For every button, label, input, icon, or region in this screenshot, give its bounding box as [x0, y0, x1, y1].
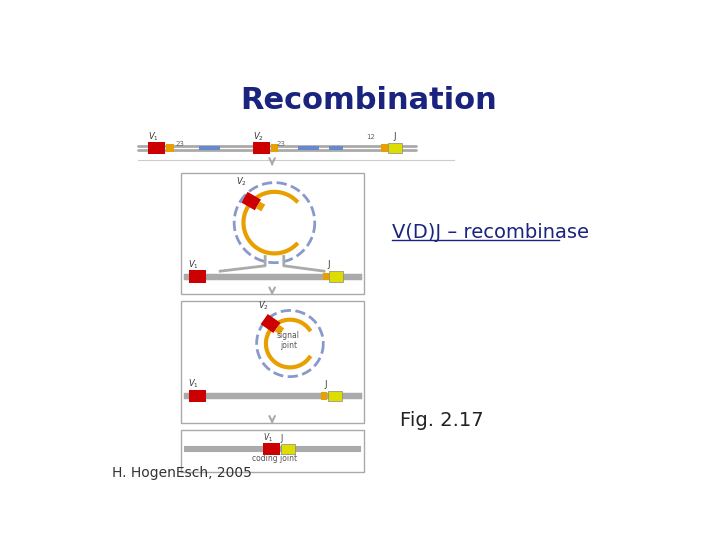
Text: 12: 12 — [366, 134, 375, 140]
Text: $V_1$: $V_1$ — [148, 131, 159, 143]
Text: $V_2$: $V_2$ — [258, 299, 269, 312]
Bar — [329, 146, 343, 150]
Bar — [263, 443, 280, 455]
Bar — [189, 271, 206, 283]
Text: $V_1$: $V_1$ — [263, 431, 273, 444]
Bar — [148, 142, 165, 154]
Bar — [256, 201, 265, 211]
Text: J: J — [281, 434, 283, 443]
Bar — [189, 390, 206, 402]
Text: H. HogenEsch, 2005: H. HogenEsch, 2005 — [112, 466, 251, 480]
Bar — [261, 314, 281, 333]
Bar — [181, 301, 364, 423]
Bar — [330, 271, 343, 282]
Bar — [181, 173, 364, 294]
Text: Fig. 2.17: Fig. 2.17 — [400, 411, 484, 430]
Bar — [281, 444, 294, 455]
Bar — [323, 273, 329, 280]
Text: $V_2$: $V_2$ — [253, 131, 264, 143]
Bar — [297, 146, 320, 150]
Bar — [382, 144, 387, 152]
Bar — [271, 144, 279, 152]
Text: coding joint: coding joint — [252, 454, 297, 463]
Bar — [166, 144, 174, 152]
Text: signal
joint: signal joint — [277, 331, 300, 350]
Bar — [321, 392, 327, 400]
Text: $V_1$: $V_1$ — [188, 377, 199, 390]
Text: V(D)J – recombinase: V(D)J – recombinase — [392, 223, 589, 242]
Bar — [253, 142, 270, 154]
Text: $V_1$: $V_1$ — [188, 258, 199, 271]
Text: 23: 23 — [176, 140, 184, 147]
Bar — [199, 146, 220, 150]
Bar — [181, 430, 364, 472]
Bar — [328, 390, 342, 401]
Bar — [388, 143, 402, 153]
Text: Recombination: Recombination — [240, 86, 498, 116]
Text: 23: 23 — [277, 140, 286, 147]
Text: J: J — [394, 132, 396, 141]
Bar — [241, 192, 261, 210]
Text: J: J — [324, 380, 327, 389]
Text: $V_2$: $V_2$ — [235, 175, 246, 188]
Text: J: J — [327, 260, 330, 269]
Bar — [275, 325, 284, 335]
